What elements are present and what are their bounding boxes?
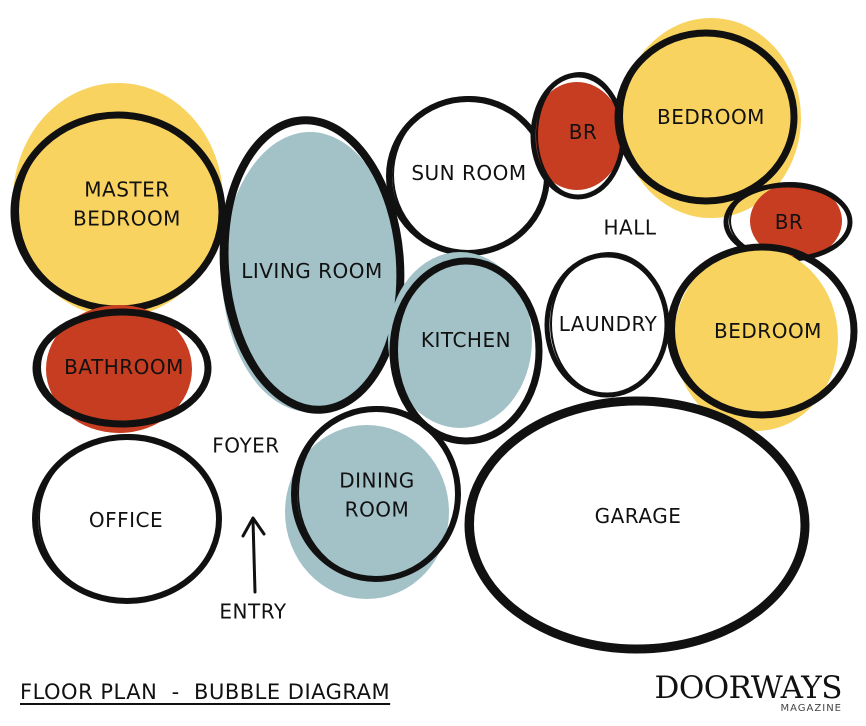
bathroom-bubble (32, 305, 212, 433)
bedroom-1-label-line: BEDROOM (657, 105, 765, 129)
dining-room-sketch-line (297, 406, 459, 580)
bedroom-2-fill (674, 247, 838, 431)
kitchen-label-line: KITCHEN (421, 328, 511, 352)
sun-room-label-line: SUN ROOM (411, 161, 526, 185)
laundry-label: LAUNDRY (559, 312, 658, 336)
bathroom-label: BATHROOM (64, 355, 184, 379)
master-bedroom-label-line: MASTER (84, 177, 169, 201)
kitchen-bubble (388, 252, 543, 445)
bathroom-sketch-line (39, 309, 209, 425)
br-2-label-line: BR (775, 210, 804, 234)
kitchen-fill (388, 252, 532, 428)
living-room-bubble (219, 116, 405, 414)
garage-label-line: GARAGE (595, 504, 682, 528)
dining-room-fill (285, 425, 449, 599)
room-bubbles: MASTER BEDROOM LIVING ROOM SUN ROOM BR BEDROO… (10, 18, 858, 654)
foyer-label: FOYER (212, 434, 279, 458)
bedroom-1-sketch-line (621, 30, 795, 202)
bedroom-2-label-line: BEDROOM (714, 319, 822, 343)
diagram-caption: FLOOR PLAN - BUBBLE DIAGRAM (20, 680, 391, 704)
office-label: OFFICE (89, 508, 163, 532)
living-room-sketch-line (226, 117, 402, 411)
bedroom-2-bubble (666, 243, 858, 431)
dining-room-bubble (285, 406, 461, 599)
office-sketch-line (38, 434, 220, 602)
bedroom-1-fill (621, 18, 801, 218)
bedroom-1-label: BEDROOM (657, 105, 765, 129)
bedroom-2-label: BEDROOM (714, 319, 822, 343)
kitchen-sketch-line (396, 258, 540, 442)
circulation-labels: HALL FOYER ENTRY (212, 216, 656, 624)
master-bedroom-bubble (10, 83, 226, 317)
office-bubble (32, 434, 222, 604)
br-1-fill (531, 82, 623, 190)
brand-name: DOORWAYS (654, 670, 843, 706)
garage-label: GARAGE (595, 504, 682, 528)
br-1-label: BR (569, 120, 598, 144)
kitchen-label: KITCHEN (421, 328, 511, 352)
bathroom-fill (46, 305, 192, 433)
living-room-fill (222, 132, 398, 412)
br-2-label: BR (775, 210, 804, 234)
master-bedroom-fill (13, 83, 223, 317)
living-room-label: LIVING ROOM (241, 259, 383, 283)
dining-room-label-line: DINING (339, 468, 415, 492)
entry-arrow-icon (241, 516, 266, 594)
bedroom-2-sketch-line (673, 244, 855, 416)
entry-label: ENTRY (219, 600, 286, 624)
bathroom-label-line: BATHROOM (64, 355, 184, 379)
br-2-fill (750, 183, 842, 259)
master-bedroom-label: MASTER BEDROOM (73, 177, 181, 230)
dining-room-label-line: ROOM (345, 497, 410, 521)
laundry-label-line: LAUNDRY (559, 312, 658, 336)
dining-room-label: DINING ROOM (339, 468, 415, 521)
sun-room-label: SUN ROOM (411, 161, 526, 185)
brand-logo: DOORWAYS MAGAZINE (655, 672, 843, 714)
living-room-label-line: LIVING ROOM (241, 259, 383, 283)
brand-subtitle: MAGAZINE (780, 703, 842, 714)
room-labels: MASTER BEDROOM LIVING ROOM SUN ROOM BR BEDROO… (64, 105, 822, 532)
hall-label: HALL (603, 216, 656, 240)
master-bedroom-label-line: BEDROOM (73, 206, 181, 230)
garage-sketch-line (472, 398, 806, 650)
br-1-label-line: BR (569, 120, 598, 144)
office-label-line: OFFICE (89, 508, 163, 532)
garage-bubble (464, 396, 810, 654)
bedroom-1-bubble (614, 18, 801, 218)
